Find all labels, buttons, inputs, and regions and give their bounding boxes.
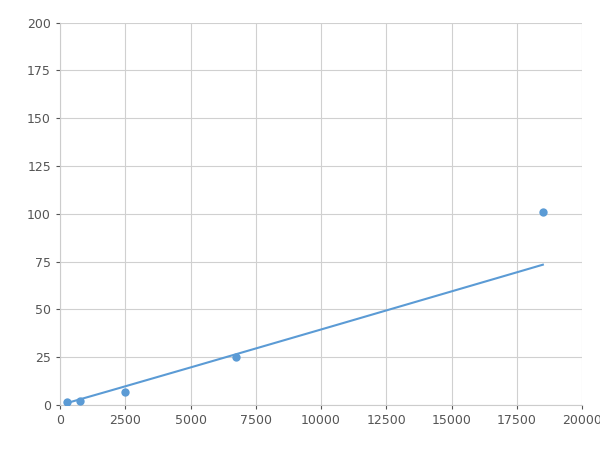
- Point: [75, 398, 85, 405]
- Point: [62, 399, 71, 406]
- Point: [538, 208, 548, 216]
- Point: [232, 354, 241, 361]
- Point: [121, 388, 130, 395]
